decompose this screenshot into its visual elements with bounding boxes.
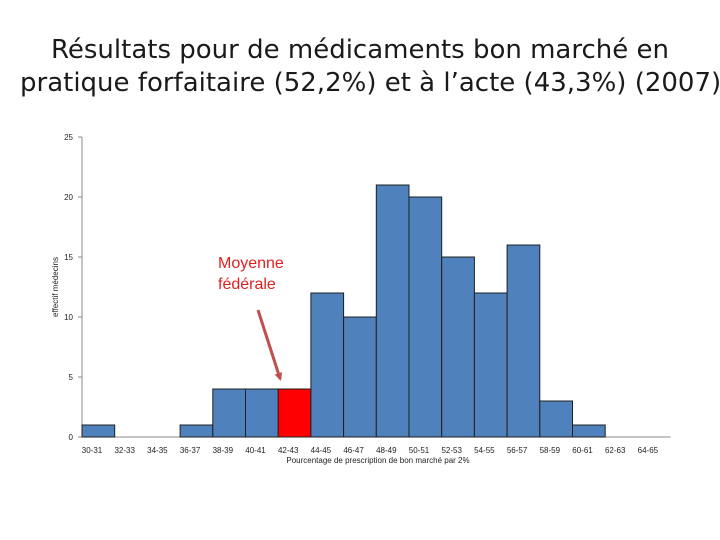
bar-30-31 (81, 424, 116, 438)
x-axis-label: Pourcentage de prescription de bon march… (286, 456, 469, 465)
x-tick-label: 36-37 (180, 446, 201, 455)
x-tick-label: 56-57 (507, 446, 528, 455)
annotation-arrow (256, 309, 283, 381)
x-tick-label: 52-53 (441, 446, 462, 455)
annotation-line-2: fédérale (218, 276, 276, 293)
annotation-line-1: Moyenne (218, 255, 284, 272)
x-tick-label: 44-45 (311, 446, 332, 455)
x-tick-label: 40-41 (245, 446, 266, 455)
x-tick-label: 64-65 (638, 446, 659, 455)
y-tick-label: 25 (64, 133, 73, 142)
x-tick-label: 60-61 (572, 446, 593, 455)
bar-38-39 (212, 388, 247, 438)
y-tick-label: 0 (69, 433, 74, 442)
x-tick-label: 54-55 (474, 446, 495, 455)
x-tick-label: 58-59 (540, 446, 561, 455)
bar-42-43 (277, 388, 312, 438)
bar-54-55 (473, 292, 508, 438)
x-tick-label: 30-31 (82, 446, 103, 455)
y-tick-label: 5 (69, 373, 74, 382)
bar-50-51 (408, 196, 443, 438)
bar-52-53 (441, 256, 475, 438)
bar-56-57 (506, 244, 541, 438)
x-tick-label: 34-35 (147, 446, 168, 455)
annotation-text: Moyenne fédérale (218, 255, 284, 293)
y-tick-label: 20 (64, 193, 73, 202)
bar-36-37 (179, 424, 214, 438)
x-tick-label: 50-51 (409, 446, 430, 455)
y-tick-label: 10 (64, 313, 73, 322)
x-tick-label: 42-43 (278, 446, 299, 455)
bar-60-61 (572, 424, 606, 438)
bar-46-47 (343, 316, 377, 438)
chart-title: Résultats pour de médicaments bon marché… (20, 34, 720, 100)
x-tick-label: 46-47 (343, 446, 364, 455)
bar-40-41 (245, 388, 279, 438)
x-tick-label: 32-33 (114, 446, 135, 455)
bar-44-45 (310, 292, 345, 438)
bar-58-59 (539, 400, 573, 438)
x-tick-label: 62-63 (605, 446, 626, 455)
bar-48-49 (375, 184, 410, 438)
chart-title-line-1: Résultats pour de médicaments bon marché… (50, 35, 669, 65)
y-axis-label: effectif médecins (51, 257, 60, 317)
plot-area: 0 5 10 15 20 25 30-31 32-33 34-35 36-37 38-39 40-41… (64, 133, 671, 455)
chart-title-line-2: pratique forfaitaire (52,2%) et à l’acte… (20, 68, 720, 98)
y-tick-label: 15 (64, 253, 73, 262)
x-tick-label: 48-49 (376, 446, 397, 455)
x-tick-label: 38-39 (213, 446, 234, 455)
